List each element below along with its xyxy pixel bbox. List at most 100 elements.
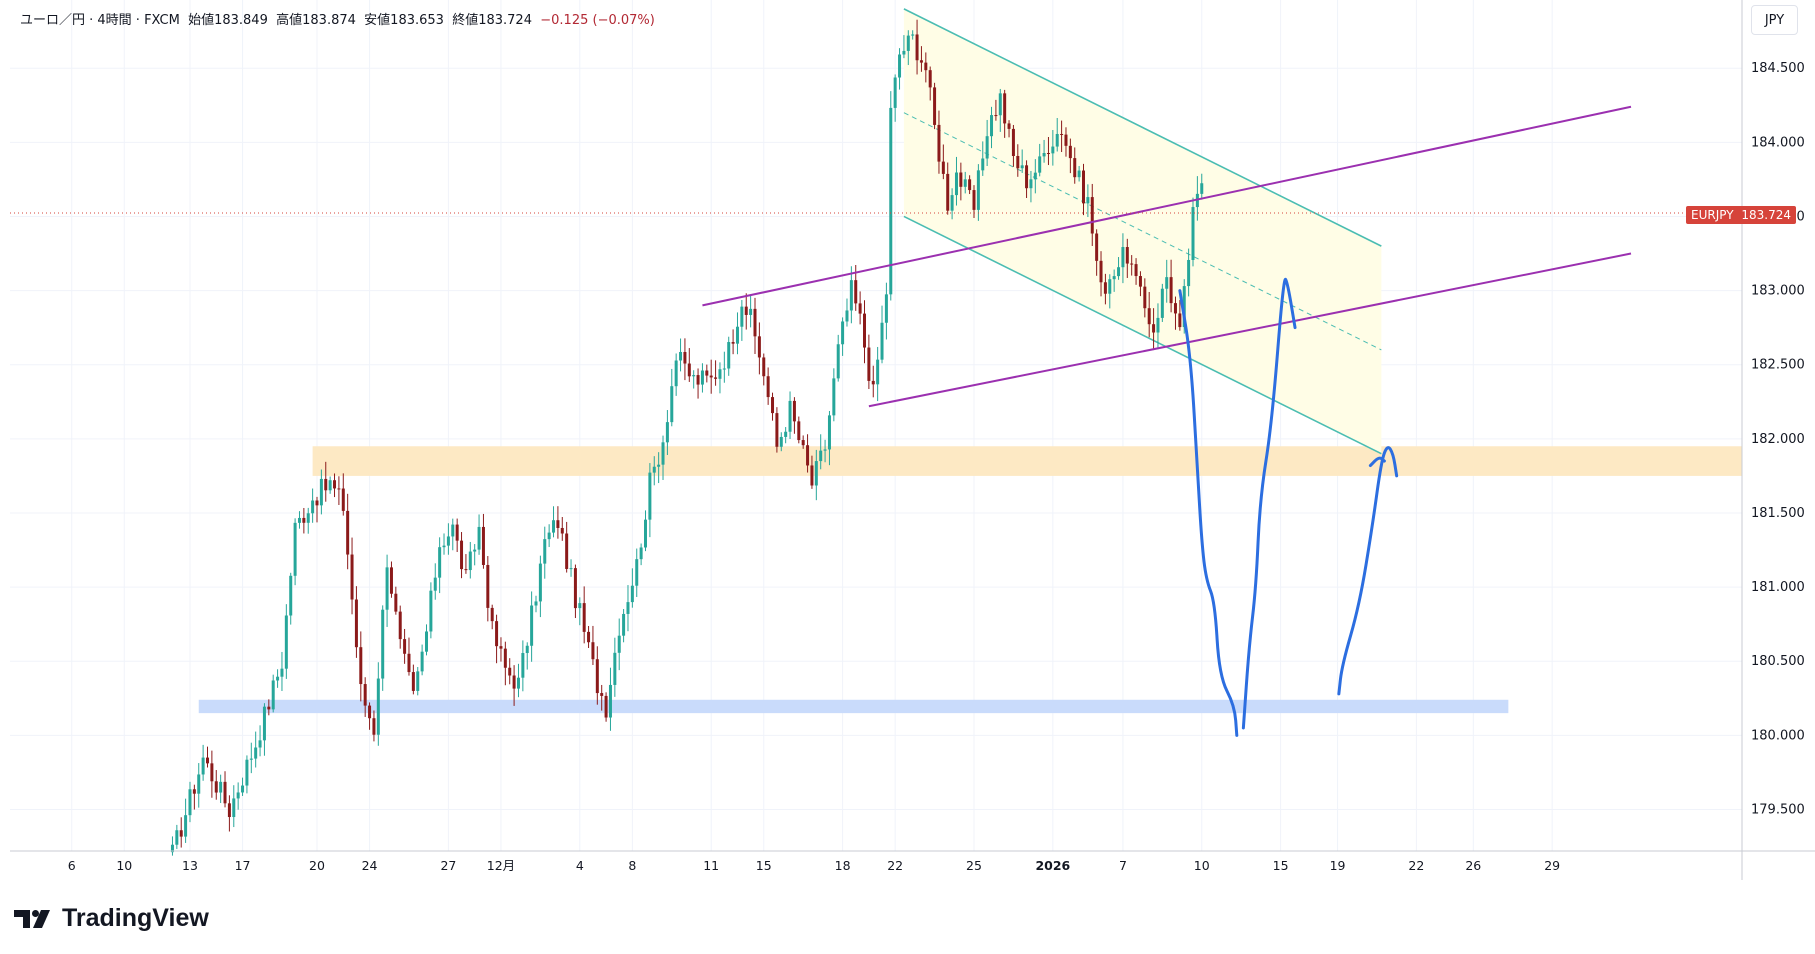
price-tick-label: 183.000: [1751, 284, 1805, 299]
candle-body: [219, 781, 223, 793]
candle-body: [573, 568, 577, 609]
brand-name: TradingView: [62, 904, 209, 932]
candle-body: [819, 450, 823, 462]
channel-fill: [903, 8, 1382, 454]
candle-body: [972, 190, 976, 210]
candle-body: [192, 789, 196, 794]
candle-body: [560, 527, 564, 534]
candle-body: [262, 706, 266, 741]
candle-body: [433, 577, 437, 591]
pen-stroke: [1178, 289, 1239, 737]
candle-body: [600, 693, 604, 696]
candle-body: [1099, 260, 1103, 283]
time-tick-label: 22: [1408, 858, 1424, 873]
candle-body: [990, 115, 994, 137]
candle-body: [1125, 247, 1129, 264]
candle-body: [389, 567, 393, 594]
price-tag-value: 183.724: [1741, 208, 1791, 222]
currency-button[interactable]: JPY: [1751, 5, 1798, 35]
candle-body: [333, 480, 337, 489]
candle-body: [354, 599, 358, 648]
support-zone: [312, 446, 1742, 476]
zone-layer: [198, 446, 1742, 714]
price-tick-label: 179.500: [1751, 802, 1805, 817]
time-tick-label: 19: [1330, 858, 1346, 873]
candle-body: [981, 158, 985, 171]
candle-body: [420, 651, 424, 672]
candle-body: [1191, 207, 1195, 260]
price-tick-label: 180.000: [1751, 728, 1805, 743]
candlestick-series: [170, 19, 1204, 856]
candle-body: [525, 645, 529, 654]
candle-body: [368, 705, 372, 719]
candle-body: [718, 369, 722, 379]
symbol-header[interactable]: ユーロ／円 · 4時間 · FXCM 始値183.849 高値183.874 安…: [20, 9, 655, 28]
low-label: 安値: [364, 13, 391, 28]
candle-body: [446, 536, 450, 546]
time-tick-label: 17: [235, 858, 251, 873]
time-tick-label: 26: [1465, 858, 1481, 873]
candle-body: [757, 336, 761, 358]
time-axis: 6 10 13 17 20 24 27 12月 4 8 11 15 18 22 25 2026 7 10 15 19 2…: [68, 858, 1560, 873]
candle-body: [1117, 267, 1121, 277]
candle-body: [766, 376, 770, 398]
tradingview-logo-icon: [14, 909, 50, 928]
candle-body: [481, 526, 485, 565]
candle-body: [1187, 259, 1191, 287]
time-tick-label: 25: [966, 858, 982, 873]
candle-body: [1025, 165, 1029, 189]
candle-body: [587, 631, 591, 643]
candle-body: [950, 195, 954, 211]
candle-body: [674, 360, 678, 387]
ascending-line: [868, 252, 1632, 408]
candle-body: [306, 513, 310, 523]
candle-body: [1051, 146, 1055, 154]
candle-body: [1134, 264, 1138, 277]
candle-body: [1152, 324, 1156, 333]
candle-body: [280, 668, 284, 677]
candle-body: [297, 517, 301, 523]
candle-body: [394, 593, 398, 612]
candle-body: [1086, 197, 1090, 204]
candle-body: [919, 60, 923, 63]
time-tick-label: 27: [440, 858, 456, 873]
candle-body: [385, 567, 389, 610]
candle-body: [197, 774, 201, 794]
candle-body: [941, 161, 945, 174]
candle-body: [403, 639, 407, 654]
candle-body: [652, 466, 656, 473]
candle-body: [876, 359, 880, 385]
tradingview-logo[interactable]: TradingView: [14, 904, 209, 933]
candle-body: [376, 678, 380, 735]
candle-body: [1130, 263, 1134, 265]
candle-body: [727, 342, 731, 369]
candle-body: [784, 431, 788, 437]
candle-body: [639, 547, 643, 560]
candle-body: [954, 172, 958, 196]
time-tick-label: 7: [1119, 858, 1127, 873]
candle-body: [595, 659, 599, 694]
candle-body: [543, 539, 547, 564]
candle-body: [744, 306, 748, 315]
candle-body: [1068, 145, 1072, 159]
candle-body: [534, 601, 538, 606]
candle-body: [657, 464, 661, 467]
candle-body: [911, 34, 915, 36]
price-tick-label: 182.000: [1751, 432, 1805, 447]
candle-body: [341, 488, 345, 511]
candle-body: [582, 603, 586, 632]
ascending-lines: [702, 105, 1632, 408]
price-tick-label: 180.500: [1751, 654, 1805, 669]
time-tick-label: 15: [756, 858, 772, 873]
candle-body: [188, 789, 192, 816]
candle-body: [801, 440, 805, 446]
time-tick-label: 12月: [487, 858, 515, 873]
candle-body: [1046, 153, 1050, 155]
close-label: 終値: [452, 13, 479, 28]
candle-body: [516, 677, 520, 689]
candle-body: [451, 524, 455, 537]
candle-body: [696, 375, 700, 385]
candle-body: [184, 815, 188, 837]
candle-body: [709, 375, 713, 378]
